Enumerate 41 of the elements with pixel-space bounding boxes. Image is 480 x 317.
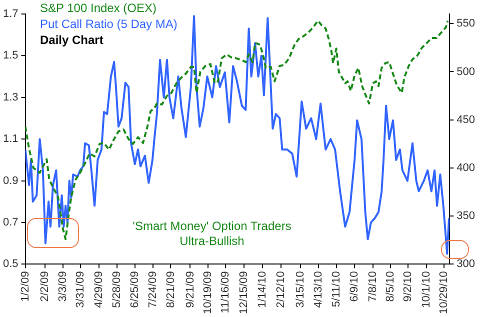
x-tick-label: 6/9/10 [348,271,361,302]
x-tick-label: 5/11/10 [330,271,342,308]
y-tick-label: 1.7 [2,8,18,20]
x-tick-label: 12/15/09 [238,271,250,314]
x-tick-label: 1/14/10 [256,271,269,308]
x-tick-label: 6/25/09 [128,271,141,308]
annotation: 'Smart Money' Option Traders Ultra-Bullish [132,218,292,248]
series-label: Put Call Ratio (5 Day MA) [40,16,178,32]
x-tick-label: 8/5/10 [384,271,396,302]
x-tick-label: 2/12/10 [274,271,287,308]
y-tick-label: 0.9 [2,174,18,187]
y2-tick-label: 300 [456,258,476,270]
y2-tick-label: 550 [456,18,476,30]
y-tick-label: 0.5 [2,258,18,270]
x-tick-label: 7/8/10 [366,271,379,302]
y-tick-label: 0.7 [2,216,18,229]
x-tick-label: 9/2/10 [402,271,414,302]
x-tick-label: 3/3/09 [57,271,70,302]
x-tick-label: 10/19/09 [202,271,214,314]
x-tick-label: 11/16/09 [220,271,232,314]
x-tick-label: 4/29/09 [92,271,105,308]
y-tick-label: 1.1 [2,133,18,146]
x-tick-label: 4/13/10 [312,271,325,308]
x-tick-label: 9/21/09 [184,271,196,308]
x-tick-label: 2/2/09 [38,271,51,302]
x-tick-label: 5/28/09 [111,271,124,308]
text: S&P 100 Index (OEX) [40,0,158,16]
y2-tick-label: 450 [456,114,476,126]
x-tick-label: 3/15/10 [294,271,306,308]
x-tick-label: 8/21/09 [164,271,177,308]
y2-tick-label: 400 [456,162,476,174]
x-tick-label: 1/2/09 [19,271,32,302]
y2-tick-label: 500 [456,66,476,78]
text: Daily Chart [40,32,104,48]
y-tick-label: 1.3 [2,91,18,104]
x-tick-label: 3/31/09 [74,271,87,308]
x-tick-label: 7/24/09 [147,271,160,308]
x-tick-label: 10/1/10 [420,271,432,308]
y-tick-label: 1.5 [2,50,18,62]
y2-tick-label: 350 [456,210,476,222]
x-tick-label: 10/29/10 [438,271,450,314]
